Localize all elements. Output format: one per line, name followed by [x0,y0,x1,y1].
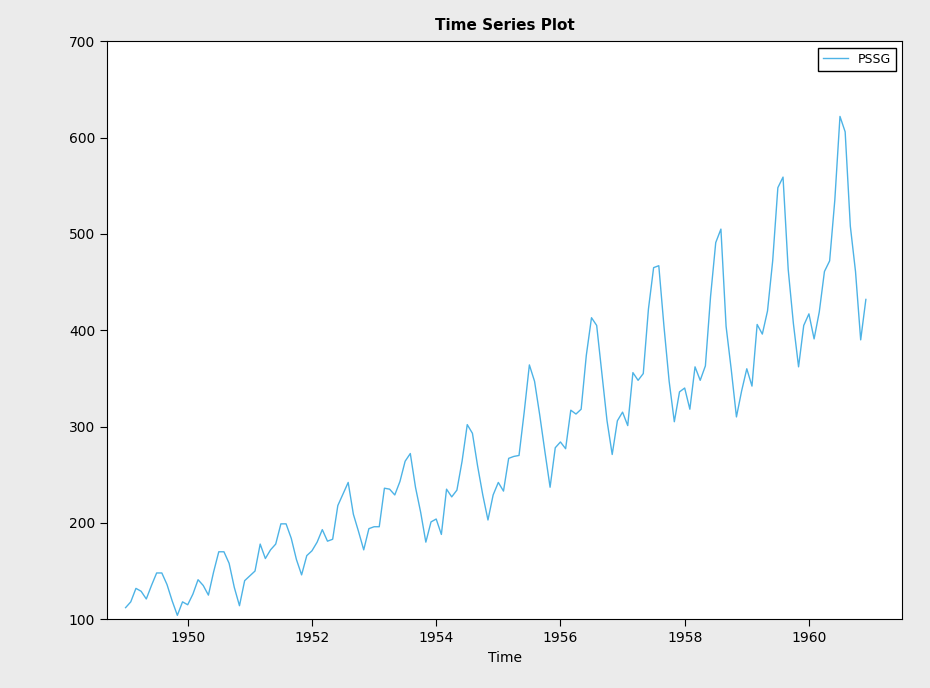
X-axis label: Time: Time [487,651,522,665]
Title: Time Series Plot: Time Series Plot [434,18,575,33]
PSSG [233,601,245,610]
PSSG [731,413,742,421]
PSSG [834,112,845,120]
PSSG [172,611,183,619]
Legend: PSSG: PSSG [817,47,896,71]
PSSG [860,295,871,303]
PSSG [177,598,188,606]
PSSG [353,528,365,536]
PSSG [721,322,732,330]
PSSG [120,603,131,612]
Line: PSSG: PSSG [126,116,866,615]
PSSG [653,261,664,270]
